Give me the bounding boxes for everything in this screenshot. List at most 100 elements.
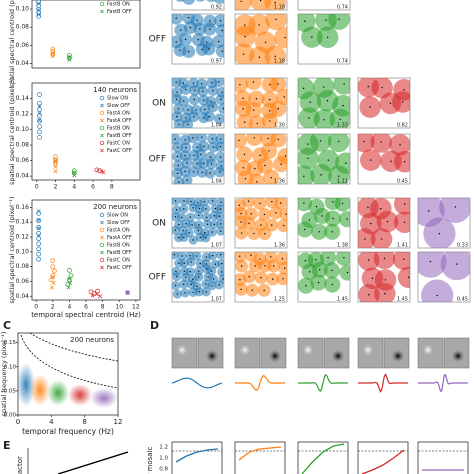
- point: [36, 251, 41, 257]
- rf-center: [210, 270, 213, 272]
- rf-center: [221, 29, 223, 32]
- x-tick-label: 6: [91, 184, 95, 191]
- ratio-curve: [361, 449, 405, 474]
- point: [36, 12, 41, 17]
- rf-center: [323, 119, 325, 121]
- mosaic: [358, 198, 410, 248]
- point: [36, 256, 41, 262]
- receptive-field: [216, 219, 224, 229]
- receptive-field: [179, 198, 189, 206]
- filter-blob: [391, 349, 405, 363]
- rf-center: [212, 146, 215, 148]
- mosaic: [172, 198, 224, 245]
- receptive-field: [333, 78, 350, 95]
- receptive-field: [215, 151, 224, 163]
- mosaic: [418, 198, 470, 248]
- receptive-field: [358, 228, 376, 248]
- rf-center: [282, 278, 284, 280]
- legend-marker: [99, 212, 105, 218]
- legend-label: FastA OFF: [107, 118, 132, 124]
- receptive-field: [235, 134, 247, 149]
- mosaic-value: 1.36: [274, 243, 285, 249]
- mosaic-value: 1.11: [337, 179, 348, 185]
- receptive-field: [279, 207, 287, 221]
- rf-center: [384, 292, 386, 295]
- rf-center: [177, 164, 180, 167]
- rf-center: [219, 253, 222, 256]
- legend-marker: [100, 133, 104, 138]
- rf-center: [318, 231, 320, 233]
- rf-center: [214, 263, 217, 265]
- rf-center: [380, 238, 383, 240]
- rf-center: [407, 276, 410, 279]
- rf-center: [343, 83, 345, 85]
- receptive-field: [327, 134, 350, 153]
- point: [53, 158, 58, 163]
- rf-center: [201, 83, 203, 85]
- legend-marker: [99, 257, 105, 263]
- point: [53, 164, 58, 169]
- rf-center: [189, 270, 191, 273]
- rf-center: [253, 137, 255, 139]
- rf-center: [212, 278, 215, 280]
- rf-center: [186, 162, 188, 164]
- legend-marker: [99, 125, 105, 131]
- rf-center: [304, 228, 306, 231]
- rf-center: [204, 108, 206, 111]
- rf-center: [185, 223, 187, 225]
- point: [37, 107, 42, 112]
- x-tick-label: 2: [51, 304, 55, 311]
- mosaic: [235, 198, 287, 241]
- rf-center: [196, 163, 198, 165]
- rf-center: [258, 56, 261, 58]
- point: [37, 118, 42, 124]
- y-tick-label: 0.04: [16, 293, 30, 300]
- mosaic-frame: [171, 0, 225, 11]
- receptive-field: [329, 108, 350, 128]
- mosaic: [175, 0, 224, 5]
- y-tick-label: 0.10: [16, 126, 30, 133]
- rf-center: [175, 98, 178, 101]
- rf-center: [271, 200, 273, 203]
- receptive-field: [328, 14, 350, 30]
- rf-center: [218, 118, 221, 120]
- rf-center: [211, 285, 213, 287]
- mosaic: [298, 198, 350, 240]
- point: [72, 170, 77, 176]
- rf-center: [187, 109, 189, 111]
- plot-frame: [357, 441, 409, 474]
- receptive-field: [270, 134, 287, 148]
- receptive-field: [273, 156, 287, 173]
- mosaic-value: 0.74: [337, 5, 348, 11]
- rf-center: [206, 268, 208, 270]
- rf-center: [220, 208, 222, 210]
- point: [94, 167, 100, 173]
- receptive-field: [214, 14, 224, 28]
- y-tick-label: 0.04: [16, 60, 30, 67]
- rf-center: [239, 83, 241, 86]
- receptive-field: [440, 252, 470, 281]
- rf-center: [179, 49, 181, 51]
- filter-blob: [421, 343, 435, 357]
- rf-center: [180, 29, 182, 31]
- rf-center: [196, 285, 198, 288]
- x-tick-label: 8: [101, 304, 105, 311]
- rf-center: [305, 285, 307, 287]
- rf-center: [220, 165, 223, 167]
- rf-center: [404, 203, 406, 205]
- rf-center: [280, 202, 282, 204]
- rf-center: [370, 159, 372, 161]
- rf-center: [182, 82, 184, 84]
- y-tick-label: 0.08: [16, 142, 30, 149]
- rf-center: [178, 181, 180, 183]
- receptive-field: [213, 78, 224, 88]
- x-tick-label: 0: [34, 304, 38, 311]
- rf-center: [308, 219, 311, 221]
- rf-center: [190, 200, 192, 203]
- rf-center: [184, 38, 187, 41]
- spectrum-blob: [17, 363, 35, 407]
- y-tick-label: 0.10: [16, 248, 30, 255]
- rf-center: [210, 100, 212, 102]
- legend-label: Slow OFF: [107, 103, 130, 109]
